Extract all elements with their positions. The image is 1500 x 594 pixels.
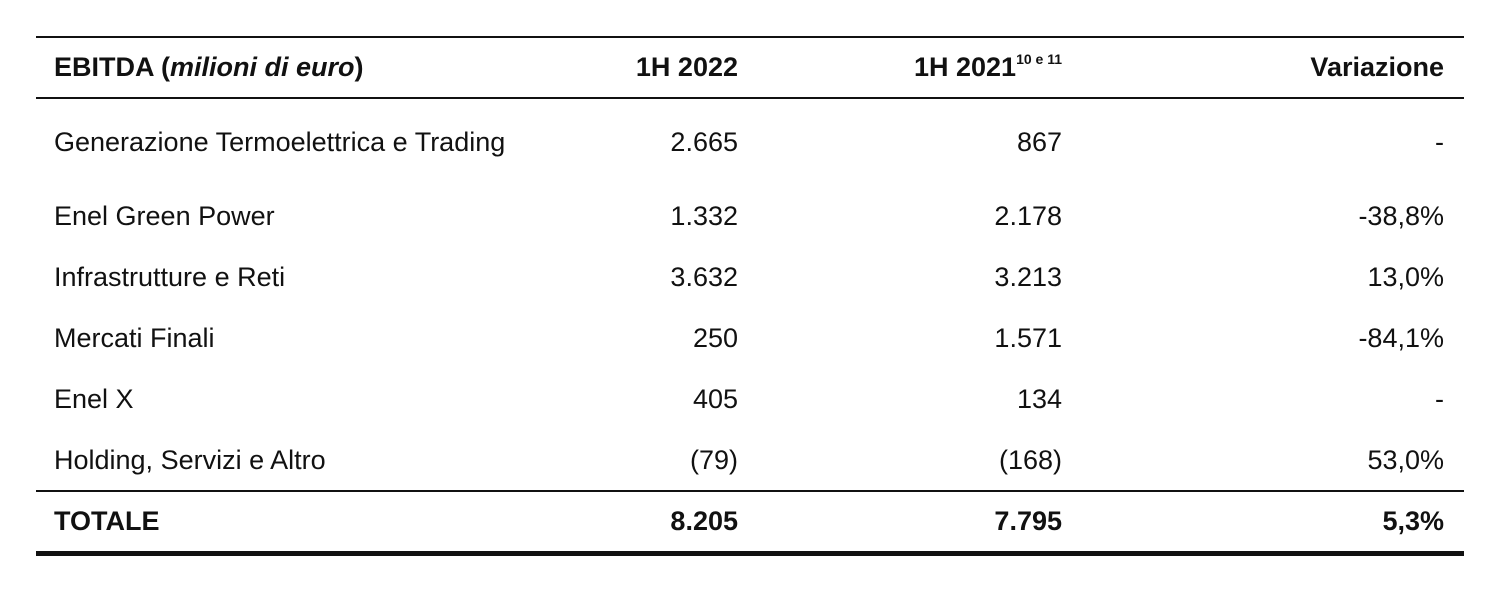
header-ebitda-suffix: ) [354, 52, 364, 82]
total-label: TOTALE [36, 490, 581, 556]
header-ebitda-unit: milioni di euro [170, 52, 355, 82]
row-label: Infrastrutture e Reti [54, 262, 286, 292]
total-variazione: 5,3% [1082, 490, 1464, 556]
row-label: Enel X [54, 384, 134, 414]
header-variazione: Variazione [1082, 36, 1464, 99]
row-variazione: 13,0% [1367, 262, 1444, 292]
table-row: Generazione Termoelettrica e Trading 2.6… [36, 98, 1464, 186]
row-1h2021: 134 [1016, 384, 1062, 414]
row-variazione: - [1435, 384, 1444, 414]
row-label: Mercati Finali [54, 323, 215, 353]
row-variazione: - [1435, 127, 1444, 157]
header-1h2022: 1H 2022 [581, 36, 758, 99]
total-1h2021: 7.795 [758, 490, 1082, 556]
row-variazione: -84,1% [1358, 323, 1444, 353]
row-1h2022: 3.632 [670, 262, 738, 292]
row-1h2021: 3.213 [994, 262, 1062, 292]
table-row: Enel X 405 134 - [36, 369, 1464, 430]
table-body: Generazione Termoelettrica e Trading 2.6… [36, 98, 1464, 491]
row-1h2022: 1.332 [670, 201, 738, 231]
row-variazione: 53,0% [1367, 444, 1444, 475]
row-1h2021: 867 [1016, 127, 1062, 157]
table-footer: TOTALE 8.205 7.795 5,3% [36, 490, 1464, 556]
header-ebitda: EBITDA (milioni di euro) [36, 36, 581, 99]
table-row: Mercati Finali 250 1.571 -84,1% [36, 308, 1464, 369]
row-label: Generazione Termoelettrica e Trading [54, 127, 506, 157]
table-row: Holding, Servizi e Altro (79) (168) 53,0… [36, 430, 1464, 491]
row-label: Enel Green Power [54, 201, 275, 231]
row-1h2021: 2.178 [994, 201, 1062, 231]
header-1h2021-footnote: 10 e 11 [1016, 51, 1062, 67]
ebitda-table: EBITDA (milioni di euro) 1H 2022 1H 2021… [36, 36, 1464, 556]
table-row: Infrastrutture e Reti 3.632 3.213 13,0% [36, 247, 1464, 308]
header-row: EBITDA (milioni di euro) 1H 2022 1H 2021… [36, 36, 1464, 99]
header-1h2021: 1H 202110 e 11 [758, 36, 1082, 99]
row-1h2021: (168) [998, 444, 1062, 475]
table-header: EBITDA (milioni di euro) 1H 2022 1H 2021… [36, 36, 1464, 99]
row-1h2022: 2.665 [670, 127, 738, 157]
row-variazione: -38,8% [1358, 201, 1444, 231]
row-1h2022: (79) [689, 444, 738, 475]
row-1h2022: 250 [692, 323, 738, 353]
total-1h2022: 8.205 [581, 490, 758, 556]
table-row: Enel Green Power 1.332 2.178 -38,8% [36, 186, 1464, 247]
header-ebitda-prefix: EBITDA ( [54, 52, 170, 82]
total-row: TOTALE 8.205 7.795 5,3% [36, 490, 1464, 556]
header-1h2021-label: 1H 2021 [913, 52, 1017, 82]
row-1h2021: 1.571 [994, 323, 1062, 353]
row-1h2022: 405 [692, 384, 738, 414]
row-label: Holding, Servizi e Altro [54, 444, 326, 475]
